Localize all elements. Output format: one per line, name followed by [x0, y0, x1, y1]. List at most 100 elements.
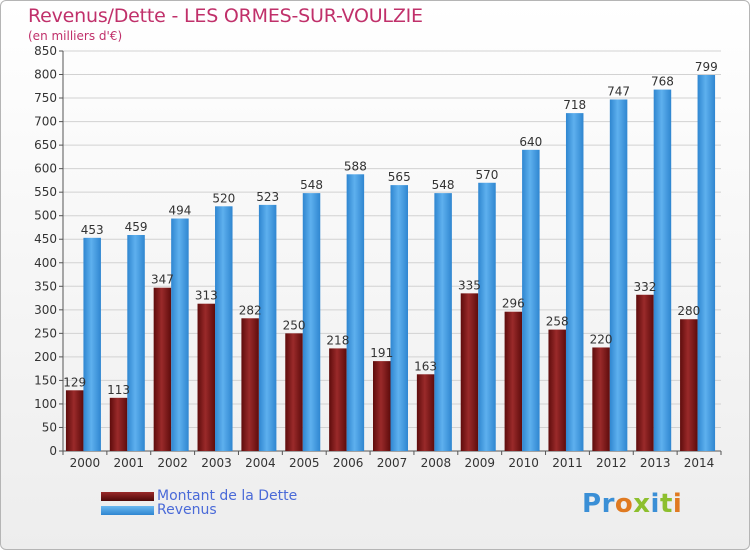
y-tick-label: 350	[34, 279, 57, 293]
x-tick-label: 2010	[508, 456, 539, 470]
bar-dette-2006	[329, 348, 347, 451]
data-label-revenus: 570	[476, 168, 499, 182]
x-tick-label: 2003	[201, 456, 232, 470]
bar-dette-2001	[109, 397, 128, 451]
chart-subtitle: (en milliers d'€)	[28, 29, 123, 43]
data-label-dette: 113	[107, 383, 130, 397]
data-label-revenus: 747	[607, 84, 630, 98]
data-label-dette: 335	[458, 278, 481, 292]
y-tick-label: 700	[34, 115, 57, 129]
y-tick-label: 550	[34, 185, 57, 199]
y-tick-label: 750	[34, 91, 57, 105]
x-tick-label: 2006	[333, 456, 364, 470]
bar-revenus-2004	[258, 204, 277, 451]
bar-dette-2012	[592, 347, 610, 451]
x-tick-label: 2007	[377, 456, 408, 470]
data-label-dette: 163	[414, 359, 437, 373]
legend-label-revenus: Revenus	[157, 502, 217, 518]
bar-dette-2005	[285, 333, 303, 451]
x-tick-label: 2008	[421, 456, 452, 470]
bar-revenus-2005	[302, 193, 321, 451]
bar-dette-2013	[636, 294, 654, 451]
proxiti-logo: Proxiti	[582, 489, 683, 519]
y-tick-label: 450	[34, 232, 57, 246]
bar-revenus-2011	[565, 113, 584, 451]
data-label-dette: 313	[195, 289, 218, 303]
data-label-revenus: 640	[519, 135, 542, 149]
data-label-revenus: 768	[651, 75, 674, 89]
y-tick-label: 300	[34, 303, 57, 317]
bar-revenus-2007	[390, 185, 408, 451]
legend-label-dette: Montant de la Dette	[157, 488, 298, 504]
y-tick-label: 0	[49, 444, 57, 458]
bar-revenus-2013	[653, 89, 672, 452]
chart-title: Revenus/Dette - LES ORMES-SUR-VOULZIE	[28, 5, 423, 27]
data-label-dette: 332	[633, 280, 656, 294]
data-label-dette: 280	[677, 304, 700, 318]
x-tick-label: 2004	[245, 456, 276, 470]
data-label-dette: 296	[502, 297, 525, 311]
y-tick-label: 250	[34, 326, 57, 340]
bar-dette-2000	[65, 390, 84, 451]
data-label-revenus: 523	[256, 190, 279, 204]
y-tick-label: 850	[34, 44, 57, 58]
bar-revenus-2002	[171, 218, 189, 451]
bar-dette-2011	[548, 329, 566, 451]
x-tick-label: 2013	[640, 456, 671, 470]
data-label-revenus: 548	[300, 178, 323, 192]
bar-dette-2002	[153, 287, 172, 451]
bar-dette-2014	[680, 319, 698, 451]
x-tick-label: 2002	[157, 456, 188, 470]
data-label-revenus: 494	[168, 204, 191, 218]
data-label-revenus: 588	[344, 159, 367, 173]
x-tick-label: 2012	[596, 456, 627, 470]
data-label-revenus: 565	[388, 170, 411, 184]
legend-swatch-revenus	[101, 505, 154, 515]
bar-dette-2007	[373, 361, 391, 451]
data-label-revenus: 520	[212, 191, 235, 205]
legend-item-dette: Montant de la Dette	[101, 488, 297, 504]
y-tick-label: 150	[34, 373, 57, 387]
y-tick-label: 400	[34, 256, 57, 270]
data-label-revenus: 459	[125, 220, 148, 234]
bar-dette-2004	[241, 318, 259, 451]
y-tick-label: 50	[42, 420, 57, 434]
y-tick-label: 650	[34, 138, 57, 152]
x-tick-label: 2014	[684, 456, 715, 470]
bar-revenus-2003	[215, 206, 233, 451]
data-label-dette: 282	[239, 303, 262, 317]
data-label-dette: 129	[63, 375, 86, 389]
y-tick-label: 500	[34, 209, 57, 223]
data-labels: 129 453 113 459 347 494 313 520 282 523 250 548 218 5…	[63, 60, 718, 397]
axes: 0 50 100 150 200 250 300 350 400 450 500 550 600 650 7…	[34, 44, 722, 470]
data-label-dette: 347	[151, 273, 174, 287]
bar-revenus-2001	[127, 235, 145, 451]
data-label-dette: 220	[590, 332, 613, 346]
bar-dette-2003	[197, 303, 216, 451]
y-tick-label: 600	[34, 162, 57, 176]
bar-revenus-2009	[478, 182, 496, 451]
bar-dette-2010	[504, 311, 523, 451]
bar-dette-2008	[416, 374, 435, 451]
y-tick-label: 100	[34, 397, 57, 411]
x-tick-label: 2001	[114, 456, 145, 470]
data-label-dette: 258	[546, 315, 569, 329]
data-label-revenus: 799	[695, 60, 718, 74]
legend-item-revenus: Revenus	[101, 502, 217, 518]
data-label-dette: 191	[370, 346, 393, 360]
data-label-dette: 250	[283, 318, 306, 332]
x-tick-label: 2011	[552, 456, 583, 470]
bar-revenus-2010	[522, 149, 540, 451]
data-label-dette: 218	[326, 333, 349, 347]
bar-revenus-2012	[609, 99, 628, 452]
x-tick-label: 2009	[464, 456, 495, 470]
bars	[65, 75, 716, 452]
bar-revenus-2000	[83, 237, 101, 451]
legend-swatch-dette	[101, 491, 154, 501]
bar-dette-2009	[460, 293, 479, 451]
x-tick-label: 2000	[70, 456, 101, 470]
y-tick-label: 200	[34, 350, 57, 364]
y-tick-label: 800	[34, 68, 57, 82]
